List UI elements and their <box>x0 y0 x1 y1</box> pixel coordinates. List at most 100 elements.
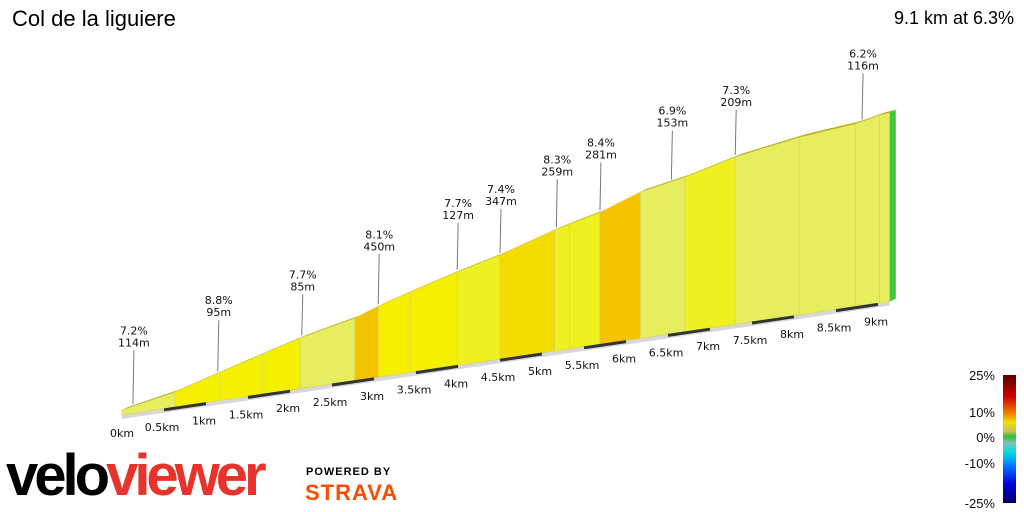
distance-scale-dash <box>835 302 879 313</box>
profile-segment <box>855 114 880 308</box>
x-tick-label: 7km <box>696 340 720 353</box>
annotation-length: 114m <box>118 336 150 349</box>
profile-top-surface <box>122 388 181 410</box>
profile-segment <box>354 305 379 381</box>
annotation-grade: 8.8% <box>205 294 233 307</box>
veloviewer-logo: veloviewer <box>6 443 267 508</box>
profile-segment <box>734 136 801 325</box>
profile-segment <box>599 191 641 345</box>
annotation-length: 209m <box>720 96 752 109</box>
annotation-leader <box>861 73 864 120</box>
legend-label: -25% <box>965 496 996 511</box>
annotation-grade: 7.3% <box>722 84 750 97</box>
annotation-leader <box>132 350 135 405</box>
x-tick-label: 1km <box>192 415 216 428</box>
annotation-leader <box>217 320 220 372</box>
annotation-grade: 8.1% <box>365 228 393 241</box>
profile-top-surface <box>220 351 269 373</box>
annotation-grade: 6.2% <box>849 47 877 60</box>
annotation-grade: 8.3% <box>543 153 571 166</box>
profile-top-surface <box>410 268 464 292</box>
annotation-length: 347m <box>485 195 517 208</box>
profile-segment <box>219 353 263 401</box>
grade-color-legend <box>1003 375 1016 503</box>
x-tick-label: 6km <box>612 353 636 366</box>
profile-segment <box>639 176 686 339</box>
profile-top-surface <box>554 220 576 230</box>
profile-top-surface <box>684 153 742 178</box>
profile-top-surface <box>599 189 647 213</box>
profile-segment <box>377 291 411 378</box>
legend-label: -10% <box>965 456 996 471</box>
profile-top-surface <box>300 315 361 338</box>
x-tick-label: 0.5km <box>145 421 180 434</box>
annotation-length: 127m <box>442 209 474 222</box>
annotation-leader <box>301 294 304 336</box>
distance-scale-dash <box>583 340 627 350</box>
annotation-grade: 7.7% <box>289 268 317 281</box>
x-tick-label: 8.5km <box>817 322 852 335</box>
annotation-leader <box>599 162 602 211</box>
annotation-leader <box>734 109 737 155</box>
profile-segment <box>799 123 856 316</box>
x-tick-label: 7.5km <box>733 334 768 347</box>
powered-by-label: POWERED BY <box>306 466 392 478</box>
profile-top-surface <box>640 174 691 193</box>
x-tick-label: 9km <box>864 315 888 328</box>
profile-top-surface <box>262 334 307 355</box>
x-tick-label: 5km <box>528 365 552 378</box>
x-tick-label: 2.5km <box>313 396 348 409</box>
annotation-grade: 7.7% <box>444 197 472 210</box>
annotation-leader <box>456 222 459 270</box>
profile-top-surface <box>569 209 606 224</box>
profile-end-face <box>889 109 896 302</box>
distance-scale-dash <box>331 377 375 387</box>
distance-scale-dash <box>667 327 711 337</box>
profile-top-surface <box>354 303 385 319</box>
annotation-length: 153m <box>657 117 689 130</box>
distance-scale-dash <box>499 352 543 362</box>
profile-segment <box>261 337 301 395</box>
distance-scale-dash <box>163 402 207 412</box>
distance-scale-dash <box>751 315 795 325</box>
profile-segment <box>684 156 736 333</box>
annotation-grade: 8.4% <box>587 136 615 149</box>
x-tick-label: 3.5km <box>397 384 432 397</box>
annotation-length: 259m <box>541 165 573 178</box>
x-tick-label: 4km <box>444 377 468 390</box>
annotation-length: 85m <box>290 280 315 293</box>
annotation-grade: 7.4% <box>487 183 515 196</box>
profile-top-surface <box>855 112 886 124</box>
profile-top-surface <box>879 109 896 116</box>
profile-segment <box>569 211 601 350</box>
x-tick-label: 2km <box>276 402 300 415</box>
x-tick-label: 8km <box>780 328 804 341</box>
annotation-length: 281m <box>585 148 617 161</box>
profile-segment <box>499 229 555 360</box>
annotation-leader <box>670 130 673 180</box>
legend-label: 0% <box>976 430 995 445</box>
page-title: Col de la liguiere <box>12 6 176 31</box>
profile-top-surface <box>174 369 227 392</box>
annotation-leader <box>377 254 380 305</box>
distance-scale-dash <box>415 364 459 375</box>
strava-logo: STRAVA <box>305 480 399 505</box>
climb-summary: 9.1 km at 6.3% <box>893 8 1014 28</box>
legend-label: 10% <box>969 405 995 420</box>
x-tick-label: 5.5km <box>565 359 600 372</box>
annotation-length: 116m <box>847 59 879 72</box>
profile-top-surface <box>799 120 862 138</box>
profile-top-surface <box>500 226 561 255</box>
x-tick-label: 6.5km <box>649 346 684 359</box>
annotation-leader <box>499 208 502 254</box>
x-tick-label: 4.5km <box>481 371 516 384</box>
profile-top-surface <box>457 252 506 272</box>
x-tick-label: 1.5km <box>229 408 264 421</box>
x-tick-label: 0km <box>110 427 134 440</box>
profile-top-surface <box>378 288 417 307</box>
profile-segment <box>299 317 355 390</box>
x-tick-label: 3km <box>360 390 384 403</box>
profile-segment <box>409 271 458 373</box>
annotation-length: 450m <box>363 240 395 253</box>
